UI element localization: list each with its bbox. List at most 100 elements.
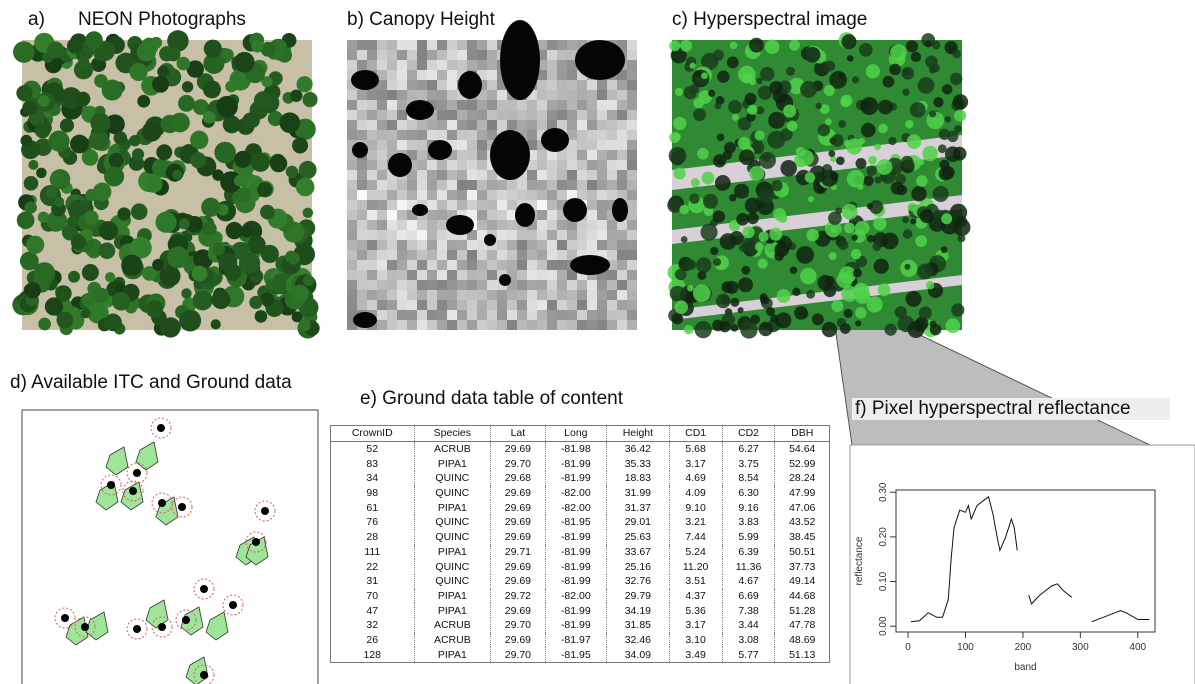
pixel xyxy=(497,300,507,310)
table-cell: 43.52 xyxy=(775,515,830,530)
tree xyxy=(243,112,259,128)
table-cell: 3.83 xyxy=(722,515,775,530)
pixel xyxy=(457,140,467,150)
pixel xyxy=(627,80,637,90)
tree xyxy=(297,76,313,92)
pixel xyxy=(417,230,427,240)
pixel xyxy=(457,280,467,290)
pixel xyxy=(477,120,487,130)
y-tick-label: 0.30 xyxy=(878,482,889,502)
pixel xyxy=(487,280,497,290)
pixel xyxy=(577,120,587,130)
crown xyxy=(693,284,711,302)
crown xyxy=(780,160,797,177)
pixel xyxy=(467,290,477,300)
pixel xyxy=(447,240,457,250)
pixel xyxy=(377,50,387,60)
pixel xyxy=(447,190,457,200)
column-header: Height xyxy=(607,426,670,442)
pixel xyxy=(437,50,447,60)
pixel xyxy=(577,90,587,100)
pixel xyxy=(407,240,417,250)
pixel xyxy=(607,150,617,160)
crown xyxy=(908,203,917,212)
pixel xyxy=(377,280,387,290)
pixel xyxy=(457,160,467,170)
pixel xyxy=(437,90,447,100)
tree xyxy=(296,178,314,196)
pixel xyxy=(577,170,587,180)
pixel xyxy=(557,60,567,70)
pixel xyxy=(517,240,527,250)
pixel xyxy=(547,220,557,230)
pixel xyxy=(477,280,487,290)
crown xyxy=(755,243,764,252)
pixel xyxy=(417,180,427,190)
pixel xyxy=(627,180,637,190)
pixel xyxy=(437,260,447,270)
pixel xyxy=(607,190,617,200)
pixel xyxy=(477,60,487,70)
crown xyxy=(822,322,837,337)
tree xyxy=(211,319,221,329)
pixel xyxy=(547,260,557,270)
pixel xyxy=(357,210,367,220)
pixel xyxy=(627,50,637,60)
pixel xyxy=(457,150,467,160)
pixel xyxy=(577,230,587,240)
crown xyxy=(831,226,838,233)
pixel xyxy=(417,220,427,230)
pixel xyxy=(447,40,457,50)
pixel xyxy=(487,270,497,280)
pixel xyxy=(357,290,367,300)
table-row: 32ACRUB29.70-81.9931.853.173.4447.78 xyxy=(331,618,830,633)
pixel xyxy=(447,80,457,90)
pixel xyxy=(427,90,437,100)
pixel xyxy=(487,250,497,260)
tree xyxy=(159,46,174,61)
crown xyxy=(922,146,938,162)
stem xyxy=(178,503,186,511)
pixel xyxy=(617,80,627,90)
pixel xyxy=(367,230,377,240)
table-cell: 29.72 xyxy=(491,589,545,604)
table-cell: 6.30 xyxy=(722,486,775,501)
pixel xyxy=(467,200,477,210)
table-cell: QUINC xyxy=(414,559,491,574)
crown xyxy=(701,224,718,241)
pixel xyxy=(357,130,367,140)
pixel xyxy=(407,90,417,100)
crown xyxy=(815,103,821,109)
pixel xyxy=(487,50,497,60)
tree xyxy=(78,56,89,67)
pixel xyxy=(467,310,477,320)
pixel xyxy=(607,120,617,130)
pixel xyxy=(437,240,447,250)
crown xyxy=(902,216,909,223)
table-cell: QUINC xyxy=(414,486,491,501)
pixel xyxy=(517,190,527,200)
pixel xyxy=(457,110,467,120)
pixel xyxy=(487,70,497,80)
pixel xyxy=(527,320,537,330)
pixel xyxy=(507,110,517,120)
pixel xyxy=(597,290,607,300)
pixel xyxy=(437,290,447,300)
tree xyxy=(170,113,190,133)
crown xyxy=(860,97,878,115)
pixel xyxy=(597,160,607,170)
table-cell: 7.38 xyxy=(722,603,775,618)
pixel xyxy=(357,240,367,250)
table-cell: 4.69 xyxy=(669,471,722,486)
table-cell: QUINC xyxy=(414,515,491,530)
crown xyxy=(918,159,924,165)
crown xyxy=(824,170,831,177)
crown xyxy=(672,313,683,324)
pixel xyxy=(577,160,587,170)
table-cell: 6.27 xyxy=(722,441,775,456)
pixel xyxy=(417,70,427,80)
crown xyxy=(694,70,700,76)
pixel xyxy=(377,90,387,100)
table-cell: 7.44 xyxy=(669,530,722,545)
tree xyxy=(260,205,275,220)
